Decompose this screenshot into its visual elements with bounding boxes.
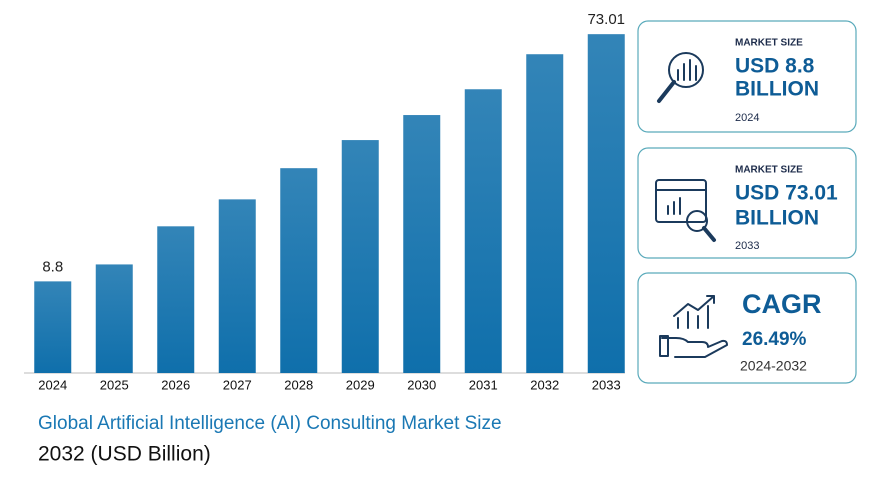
x-tick-label: 2031 xyxy=(469,377,498,392)
x-tick-label: 2024 xyxy=(38,377,67,392)
x-tick-label: 2032 xyxy=(530,377,559,392)
x-tick-label: 2028 xyxy=(284,377,313,392)
data-label: 73.01 xyxy=(587,11,625,28)
card-unit: BILLION xyxy=(735,207,819,230)
card xyxy=(637,20,857,133)
card xyxy=(637,272,857,384)
bar xyxy=(280,168,318,373)
card-value: 26.49% xyxy=(742,329,807,350)
card-note: 2024 xyxy=(735,112,759,124)
data-label: 8.8 xyxy=(42,258,63,275)
x-tick-label: 2027 xyxy=(223,377,252,392)
card-value: USD 8.8 xyxy=(735,55,815,78)
icon-search-chart xyxy=(657,52,704,103)
card-heading: MARKET SIZE xyxy=(735,38,803,49)
bar xyxy=(403,115,441,374)
card-unit: BILLION xyxy=(735,78,819,101)
card-note: 2033 xyxy=(735,240,759,252)
card-note: 2024-2032 xyxy=(740,358,807,374)
bar xyxy=(587,34,625,373)
icon-report xyxy=(655,179,716,242)
x-tick-label: 2026 xyxy=(161,377,190,392)
card-heading: MARKET SIZE xyxy=(735,165,803,176)
bar xyxy=(157,226,195,373)
x-tick-label: 2033 xyxy=(592,377,621,392)
bar xyxy=(218,199,256,373)
bar xyxy=(464,89,502,373)
x-tick-label: 2029 xyxy=(346,377,375,392)
chart-title: Global Artificial Intelligence (AI) Cons… xyxy=(38,413,502,434)
card-value: USD 73.01 xyxy=(735,182,838,205)
bar xyxy=(341,140,379,373)
bar xyxy=(526,54,564,373)
x-tick-label: 2025 xyxy=(100,377,129,392)
bar xyxy=(34,281,72,373)
x-tick-label: 2030 xyxy=(407,377,436,392)
bar xyxy=(95,264,133,373)
card-heading: CAGR xyxy=(742,289,822,319)
icon-growth-hand xyxy=(659,295,728,358)
chart-subtitle: 2032 (USD Billion) xyxy=(38,443,211,466)
